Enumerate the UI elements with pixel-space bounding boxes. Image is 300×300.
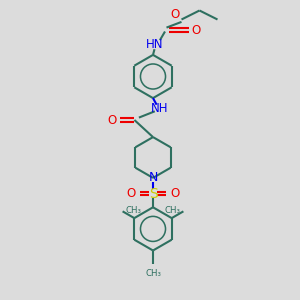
Text: S: S (148, 187, 158, 200)
Text: CH₃: CH₃ (125, 206, 141, 215)
Text: O: O (170, 8, 179, 22)
Text: HN: HN (146, 38, 163, 51)
Text: NH: NH (151, 101, 168, 115)
Text: CH₃: CH₃ (165, 206, 181, 215)
Text: O: O (107, 113, 116, 127)
Text: O: O (191, 23, 200, 37)
Text: O: O (171, 187, 180, 200)
Text: CH₃: CH₃ (145, 269, 161, 278)
Text: N: N (148, 171, 158, 184)
Text: O: O (126, 187, 135, 200)
